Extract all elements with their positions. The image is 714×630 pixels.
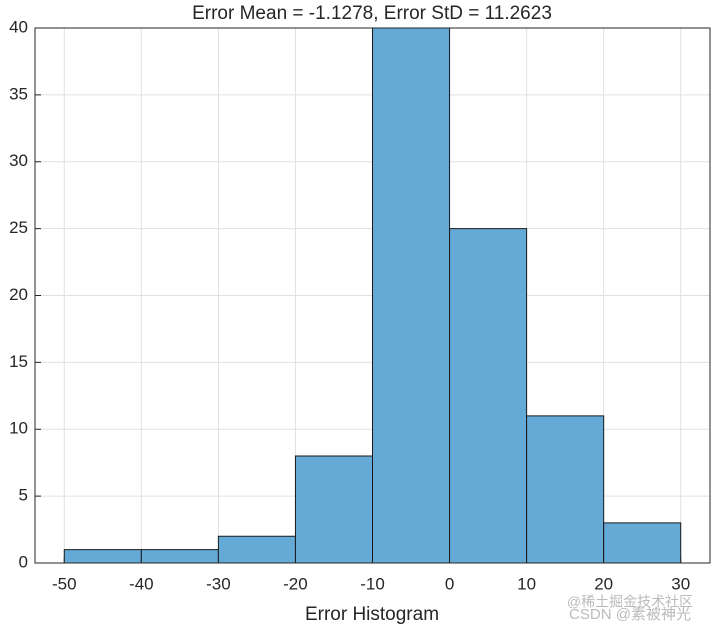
bar bbox=[603, 522, 682, 564]
watermark: CSDN @素被神光 bbox=[569, 606, 691, 623]
watermark: @稀土掘金技术社区 bbox=[567, 594, 693, 610]
x-tick-label: 10 bbox=[517, 574, 536, 593]
x-tick-label: 30 bbox=[671, 574, 690, 593]
x-tick-label: -50 bbox=[52, 574, 77, 593]
bar bbox=[217, 535, 296, 564]
y-tick-label: 40 bbox=[9, 17, 28, 36]
x-tick-label: 20 bbox=[594, 574, 613, 593]
bar bbox=[63, 549, 142, 564]
x-tick-label: -40 bbox=[129, 574, 154, 593]
bar bbox=[294, 455, 373, 564]
bar bbox=[372, 27, 451, 564]
bar bbox=[526, 415, 605, 564]
y-tick-label: 30 bbox=[9, 151, 28, 170]
x-axis-label: Error Histogram bbox=[305, 604, 439, 625]
bar bbox=[449, 228, 528, 564]
y-tick-label: 20 bbox=[9, 285, 28, 304]
y-tick-label: 10 bbox=[9, 419, 28, 438]
y-tick-label: 0 bbox=[19, 552, 28, 571]
x-tick-label: -10 bbox=[360, 574, 385, 593]
y-tick-label: 25 bbox=[9, 218, 28, 237]
bar bbox=[140, 549, 219, 564]
y-tick-label: 5 bbox=[19, 486, 28, 505]
chart-title: Error Mean = -1.1278, Error StD = 11.262… bbox=[192, 3, 552, 24]
y-tick-label: 35 bbox=[9, 84, 28, 103]
x-tick-label: -20 bbox=[283, 574, 308, 593]
x-tick-label: -30 bbox=[206, 574, 231, 593]
x-tick-label: 0 bbox=[445, 574, 454, 593]
y-tick-label: 15 bbox=[9, 352, 28, 371]
axes-box bbox=[34, 27, 711, 564]
